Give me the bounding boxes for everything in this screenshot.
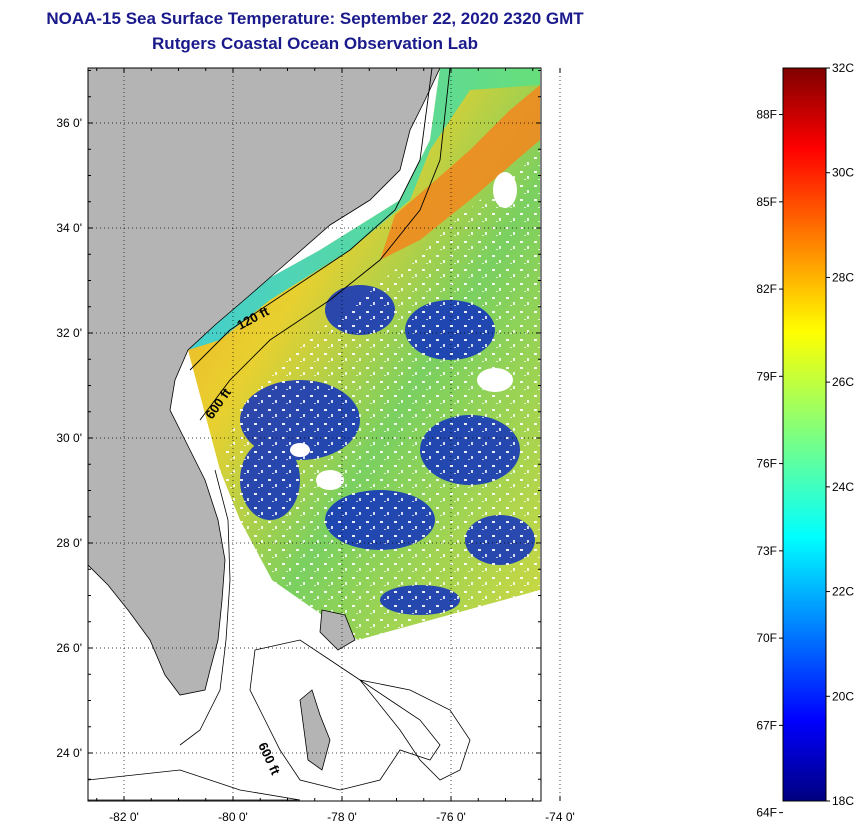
colorbar-celsius-label: 26C (832, 375, 854, 389)
gulf-stream-band (380, 85, 540, 260)
colorbar-celsius-label: 24C (832, 480, 854, 494)
colorbar-fahrenheit-label: 67F (756, 718, 777, 732)
lat-label: 30 0' (56, 431, 82, 445)
colorbar-celsius-label: 18C (832, 794, 854, 808)
bank-contours (88, 469, 471, 801)
isobath-120ft (189, 68, 433, 371)
lat-label: 28 0' (56, 536, 82, 550)
map-title: NOAA-15 Sea Surface Temperature: Septemb… (46, 9, 584, 28)
colorbar-celsius-label: 30C (832, 166, 854, 180)
colorbar-fahrenheit-label: 88F (756, 108, 777, 122)
lat-label: 24 0' (56, 746, 82, 760)
colorbar (782, 67, 827, 802)
colorbar-fahrenheit-label: 76F (756, 457, 777, 471)
colorbar-fahrenheit-label: 64F (756, 806, 777, 820)
colorbar-celsius-label: 20C (832, 689, 854, 703)
colorbar-celsius-label: 22C (832, 585, 854, 599)
colorbar-celsius-labels: 32C 30C 28C 26C 24C 22C 20C 18C (826, 61, 854, 808)
map-grid (88, 68, 561, 801)
lon-label: -80 0' (218, 810, 248, 824)
colorbar-celsius-label: 28C (832, 270, 854, 284)
land-mainland (88, 68, 441, 696)
lon-label: -76 0' (436, 810, 466, 824)
latitude-labels: 36 0' 34 0' 32 0' 30 0' 28 0' 26 0' 24 0' (56, 116, 82, 760)
longitude-labels: -82 0' -80 0' -78 0' -76 0' -74 0' (109, 810, 575, 824)
lon-label: -74 0' (545, 810, 575, 824)
lon-label: -82 0' (109, 810, 139, 824)
colorbar-fahrenheit-label: 79F (756, 369, 777, 383)
isobath-600ft (199, 68, 451, 421)
map-ticks (88, 68, 541, 801)
lat-label: 32 0' (56, 326, 82, 340)
colorbar-celsius-label: 32C (832, 61, 854, 75)
map-subtitle: Rutgers Coastal Ocean Observation Lab (152, 34, 478, 53)
lat-label: 26 0' (56, 641, 82, 655)
colorbar-fahrenheit-labels: 88F 85F 82F 79F 76F 73F 70F 67F 64F (756, 108, 783, 820)
colorbar-fahrenheit-label: 82F (756, 282, 777, 296)
lat-label: 34 0' (56, 221, 82, 235)
colorbar-fahrenheit-label: 85F (756, 195, 777, 209)
land-bahamas (299, 609, 356, 771)
colorbar-fahrenheit-label: 73F (756, 544, 777, 558)
coastal-water-band (188, 68, 540, 350)
cloud-cover (220, 150, 540, 640)
cloud-patches (290, 172, 517, 490)
colorbar-fahrenheit-label: 70F (756, 631, 777, 645)
lat-label: 36 0' (56, 116, 82, 130)
lon-label: -78 0' (327, 810, 357, 824)
